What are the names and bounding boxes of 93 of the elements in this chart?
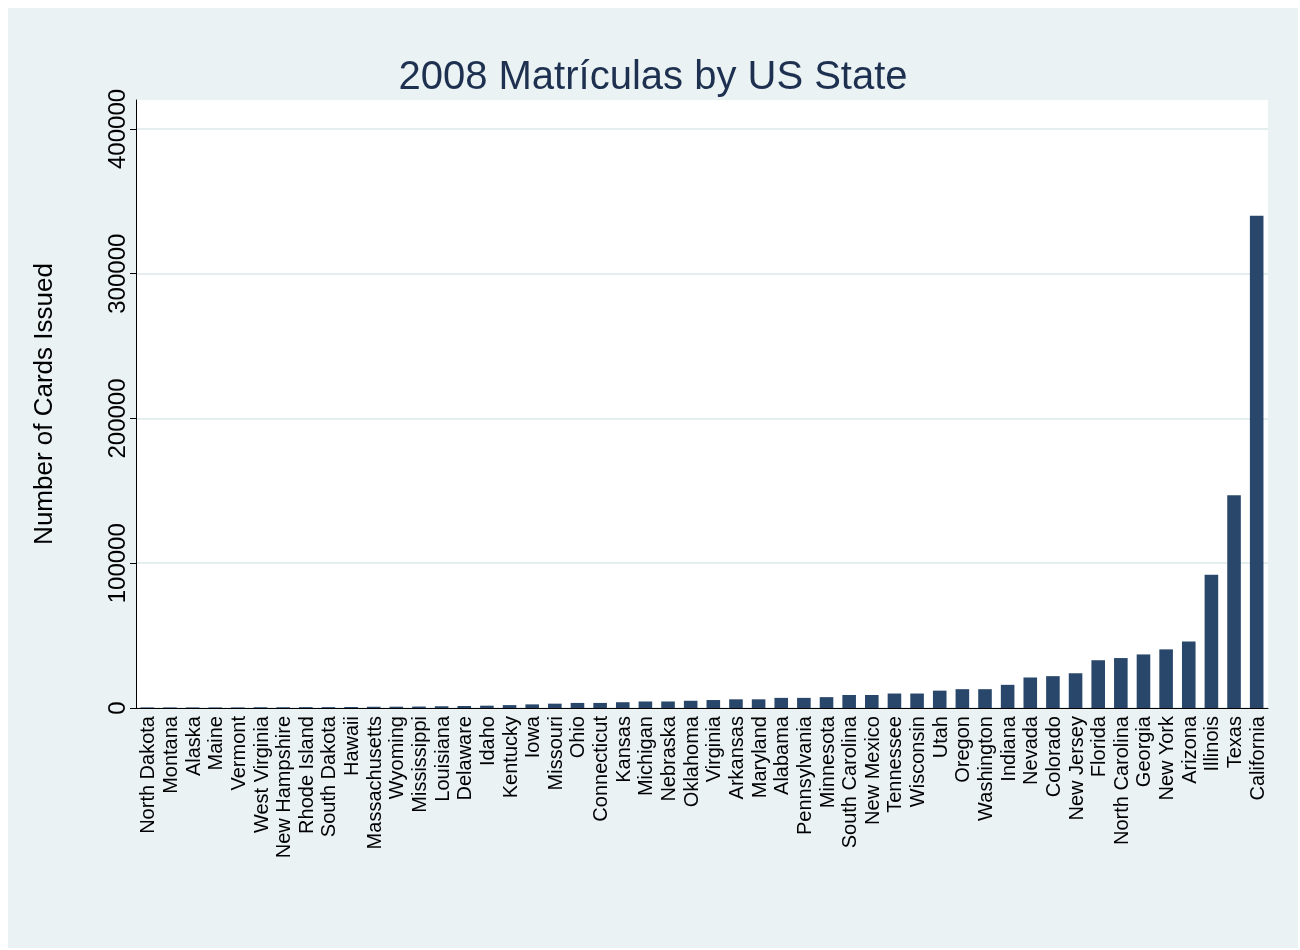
bar [729,699,743,708]
bar [1046,676,1060,708]
x-tick-label: Kentucky [498,716,521,799]
x-tick-label: Missouri [543,716,566,791]
bar [865,694,879,708]
bar [1159,649,1173,708]
x-tick-label: Texas [1223,716,1246,769]
bar [1114,658,1128,708]
x-tick-label: New Hampshire [272,716,295,859]
x-tick-label: Washington [974,716,996,821]
x-tick-label: Idaho [475,716,498,767]
x-tick-label: South Dakota [317,715,340,838]
x-tick-label: Massachusetts [362,716,385,850]
bar [638,701,653,708]
x-tick-label: Tennessee [883,716,906,813]
x-tick-label: Montana [158,715,181,794]
y-tick-label: 100000 [102,523,130,604]
bar [955,689,970,708]
x-tick-label: North Carolina [1109,715,1132,845]
y-tick-label: 0 [102,701,130,715]
x-tick-label: Oregon [951,716,974,783]
x-tick-label: Mississippi [408,716,430,813]
bar [570,702,585,708]
y-tick-label: 200000 [102,378,130,459]
x-tick-label: Arizona [1177,715,1200,784]
bar [819,697,834,708]
x-tick-label: Maryland [747,716,770,799]
x-tick-label: Connecticut [589,715,612,822]
x-tick-label: Rhode Island [294,716,317,834]
y-axis-title: Number of Cards Issued [28,263,58,545]
bar [751,699,766,708]
bar [1249,215,1264,708]
x-tick-label: Kansas [611,716,634,783]
bar [1136,654,1151,708]
bar [932,690,947,708]
bar [593,702,607,708]
x-tick-label: Indiana [996,715,1019,782]
x-tick-label: Ohio [566,716,589,759]
bar [1227,495,1241,708]
x-tick-label: New Jersey [1064,716,1087,821]
bar [457,705,472,708]
x-tick-label: Alabama [770,715,793,795]
chart-title: 2008 Matrículas by US State [398,53,908,97]
bar [706,700,721,708]
x-tick-label: Nevada [1019,715,1042,785]
bar [1181,641,1196,708]
x-tick-label: Pennsylvania [792,715,815,835]
x-tick-label: Louisiana [430,715,453,802]
bar [683,700,698,708]
x-tick-label: Michigan [634,716,657,797]
bar [548,703,562,708]
bar [978,689,992,708]
bar [887,693,902,708]
bar [661,701,675,708]
x-tick-label: Nebraska [657,715,680,802]
bar [480,705,494,708]
x-tick-label: Alaska [181,715,204,777]
x-tick-label: Colorado [1041,716,1064,798]
x-tick-label: Delaware [453,716,476,801]
x-tick-label: Minnesota [815,715,838,809]
bar [1068,673,1083,708]
bar [615,702,630,708]
bar [525,704,539,708]
x-tick-label: Arkansas [724,716,747,800]
x-tick-label: New York [1155,715,1178,801]
x-tick-label: Utah [928,716,951,759]
x-tick-label: Vermont [226,715,249,791]
bar [1204,574,1219,708]
x-tick-label: Wyoming [385,716,408,800]
x-tick-label: California [1245,715,1268,801]
bar [842,694,856,708]
x-tick-label: Georgia [1132,715,1155,788]
x-tick-label: Virginia [702,715,725,783]
x-tick-label: Oklahoma [679,715,702,808]
x-tick-label: Iowa [521,715,544,759]
x-tick-label: Hawaii [340,716,363,777]
bar [774,697,789,708]
y-tick-label: 400000 [102,88,130,169]
bar [1091,660,1105,708]
x-tick-label: West Virginia [249,715,272,834]
x-tick-label: Illinois [1200,716,1223,772]
bar [910,693,924,708]
x-tick-label: Maine [204,716,227,771]
bar [1023,677,1038,708]
x-tick-label: New Mexico [860,716,883,825]
y-tick-label: 300000 [102,233,130,314]
bar [1000,684,1015,708]
x-tick-label: North Dakota [136,715,159,834]
x-tick-label: Wisconsin [906,716,929,808]
x-tick-label: Florida [1087,715,1110,778]
bar [797,697,811,708]
bar [502,705,517,708]
x-tick-label: South Carolina [838,715,861,849]
